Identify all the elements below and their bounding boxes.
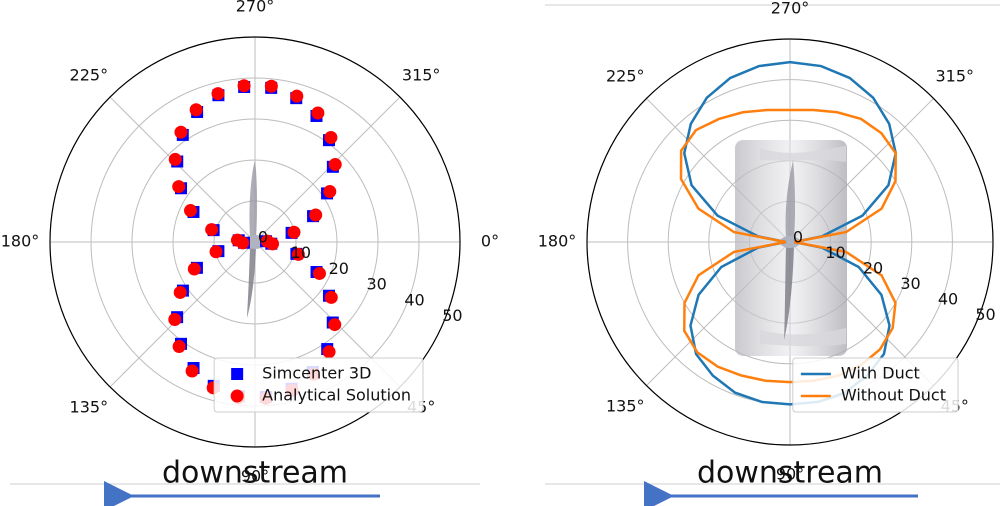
r-tick-label: 50 <box>975 305 995 324</box>
grid-spoke <box>110 97 255 242</box>
data-point <box>323 345 336 358</box>
data-point <box>190 103 203 116</box>
legend-label: Without Duct <box>841 386 946 405</box>
r-tick-label: 30 <box>366 275 386 294</box>
data-point <box>311 107 324 120</box>
data-point <box>186 364 199 377</box>
legend-label: Analytical Solution <box>262 386 411 405</box>
theta-tick-label: 225° <box>70 65 109 84</box>
theta-tick-label: 135° <box>70 398 109 417</box>
r-tick-label: 10 <box>291 243 311 262</box>
data-point <box>324 131 337 144</box>
legend-swatch <box>231 390 244 403</box>
data-point <box>169 153 182 166</box>
r-tick-label: 10 <box>825 243 845 262</box>
data-point <box>238 79 251 92</box>
r-tick-label: 50 <box>442 306 462 325</box>
theta-tick-label: 225° <box>606 67 645 86</box>
data-point <box>325 291 338 304</box>
theta-tick-label: 315° <box>402 65 441 84</box>
data-point <box>173 340 186 353</box>
data-point <box>287 226 300 239</box>
r-tick-label: 0 <box>258 228 268 247</box>
r-tick-label: 20 <box>863 259 883 278</box>
annotation: downstream <box>162 456 348 491</box>
theta-tick-label: 135° <box>606 396 645 415</box>
data-point <box>210 245 223 258</box>
data-point <box>184 204 197 217</box>
legend: Simcenter 3D Analytical Solution <box>214 358 423 412</box>
data-point <box>174 286 187 299</box>
polar-chart: 0°45°90°135°180°225°270°315°01020304050S… <box>1 0 499 491</box>
page: 0°45°90°135°180°225°270°315°01020304050S… <box>0 0 1005 506</box>
theta-tick-label: 0° <box>481 232 499 251</box>
data-point <box>174 126 187 139</box>
legend-label: With Duct <box>841 364 920 383</box>
legend-swatch <box>231 368 243 380</box>
data-point <box>313 267 326 280</box>
data-point <box>231 234 244 247</box>
legend: With Duct Without Duct <box>793 358 958 412</box>
data-point <box>212 87 225 100</box>
theta-tick-label: 180° <box>538 232 577 251</box>
data-point <box>172 180 185 193</box>
data-point <box>323 185 336 198</box>
r-tick-label: 30 <box>900 274 920 293</box>
theta-tick-label: 315° <box>935 67 974 86</box>
theta-tick-label: 180° <box>1 232 40 251</box>
data-point <box>309 208 322 221</box>
r-tick-label: 20 <box>329 259 349 278</box>
data-point <box>168 313 181 326</box>
legend-label: Simcenter 3D <box>262 364 371 383</box>
r-tick-label: 40 <box>938 290 958 309</box>
r-tick-label: 40 <box>404 290 424 309</box>
data-point <box>205 223 218 236</box>
r-tick-label: 0 <box>793 228 803 247</box>
theta-tick-label: 270° <box>771 0 810 18</box>
polar-chart: 0°45°90°135°180°225°270°315°01020304050W… <box>538 0 1005 491</box>
data-point <box>290 90 303 103</box>
data-point <box>265 80 278 93</box>
annotation: downstream <box>697 456 883 491</box>
data-point <box>328 318 341 331</box>
data-point <box>188 263 201 276</box>
data-point <box>329 158 342 171</box>
theta-tick-label: 270° <box>236 0 275 16</box>
